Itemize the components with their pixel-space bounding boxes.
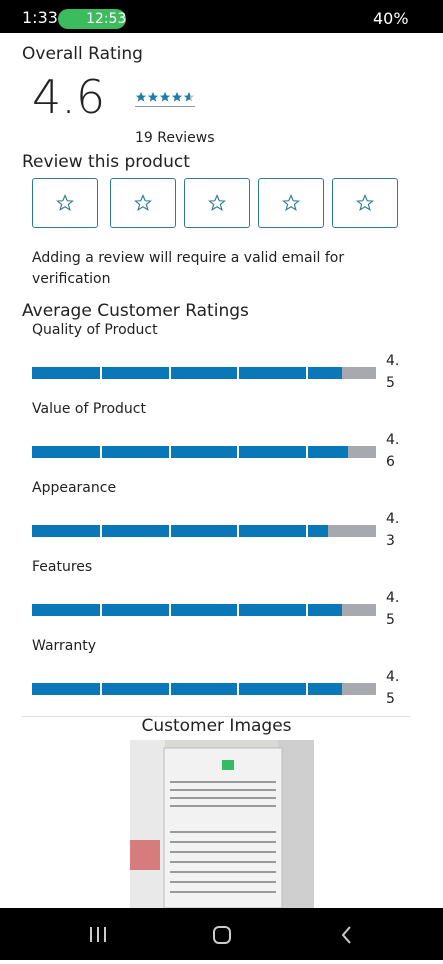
status-bar: 1:33 12:53 40% [0, 0, 443, 33]
rating-bar [32, 525, 376, 537]
rating-bar [32, 367, 376, 379]
rating-value: 4.5 [386, 669, 400, 707]
star-button[interactable] [258, 178, 324, 228]
rating-label: Quality of Product [32, 322, 158, 338]
battery: 40% [373, 9, 409, 28]
star-button[interactable] [110, 178, 176, 228]
separator [168, 683, 171, 695]
rating-label: Appearance [32, 480, 117, 496]
divider [135, 106, 195, 107]
separator [99, 367, 102, 379]
separator [306, 367, 309, 379]
star-button[interactable] [184, 178, 250, 228]
rating-value: 4.5 [386, 590, 400, 628]
star-fill [135, 88, 191, 102]
rating-bar [32, 604, 376, 616]
separator [306, 446, 309, 458]
rating-label: Features [32, 559, 93, 575]
separator [306, 683, 309, 695]
review-heading: Review this product [22, 152, 190, 172]
separator [168, 525, 171, 537]
rating-bar [32, 683, 376, 695]
divider [22, 716, 410, 717]
time: 1:33 [22, 8, 58, 27]
rating-label: Value of Product [32, 401, 146, 417]
review-note: Adding a review will require a valid ema… [32, 250, 345, 287]
nav-bar [0, 908, 443, 960]
separator [99, 604, 102, 616]
averages-heading: Average Customer Ratings [22, 301, 249, 321]
separator [237, 525, 240, 537]
call-chip[interactable]: 12:53 [58, 9, 126, 29]
rating-value: 4.6 [386, 432, 400, 470]
customer-image[interactable] [130, 740, 314, 908]
separator [237, 604, 240, 616]
separator [168, 604, 171, 616]
separator [99, 525, 102, 537]
separator [168, 446, 171, 458]
star-rating [135, 88, 195, 102]
separator [237, 446, 240, 458]
separator [237, 683, 240, 695]
review-count: 19 Reviews [135, 130, 215, 146]
images-heading: Customer Images [141, 716, 292, 736]
separator [99, 446, 102, 458]
rating-bar [32, 446, 376, 458]
rating-fill [32, 446, 349, 458]
home[interactable] [213, 926, 231, 944]
rating-value: 4.3 [386, 511, 400, 549]
back[interactable] [341, 926, 351, 944]
rating-value: 4.5 [386, 353, 400, 391]
rating-fill [32, 604, 342, 616]
separator [306, 604, 309, 616]
star-button[interactable] [332, 178, 398, 228]
separator [168, 367, 171, 379]
separator [237, 367, 240, 379]
rating-fill [32, 683, 342, 695]
rating-fill [32, 367, 342, 379]
separator [99, 683, 102, 695]
overall-rating: 4.6 [32, 70, 106, 124]
rating-label: Warranty [32, 638, 97, 654]
separator [306, 525, 309, 537]
rating-fill [32, 525, 328, 537]
overall-heading: Overall Rating [22, 44, 143, 64]
star-button[interactable] [32, 178, 98, 228]
